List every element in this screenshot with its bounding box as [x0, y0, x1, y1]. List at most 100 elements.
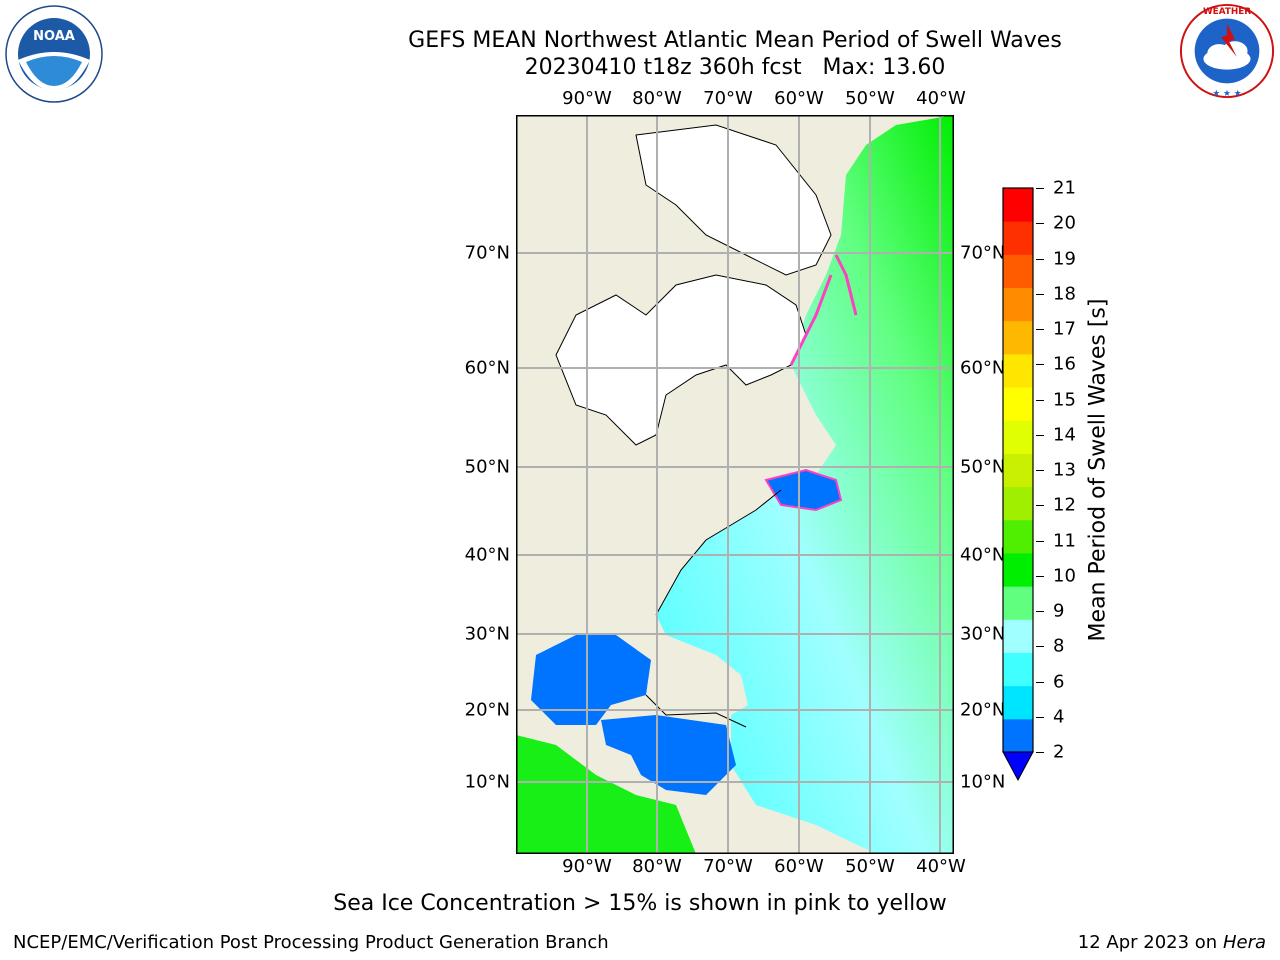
map-grid — [516, 115, 954, 854]
colorbar-tick-label: 2 — [1053, 741, 1065, 763]
colorbar-tick-mark — [1036, 470, 1044, 471]
lat-label-right-30n: 30°N — [960, 623, 1006, 645]
lat-label-right-10n: 10°N — [960, 771, 1006, 793]
lon-label-top-90w: 90°W — [562, 88, 612, 109]
footer-date: 12 Apr 2023 on Hera — [1078, 932, 1266, 953]
lon-label-bottom-90w: 90°W — [562, 856, 612, 877]
colorbar-label: Mean Period of Swell Waves [s] — [1085, 298, 1111, 642]
colorbar-tick-label: 10 — [1053, 565, 1076, 587]
colorbar-tick-mark — [1036, 611, 1044, 612]
colorbar-segment — [1003, 287, 1033, 322]
colorbar-segment — [1003, 685, 1033, 720]
lon-label-bottom-70w: 70°W — [703, 856, 753, 877]
lon-label-bottom-60w: 60°W — [774, 856, 824, 877]
colorbar-tick-mark — [1036, 293, 1044, 295]
svg-text:★ ★ ★: ★ ★ ★ — [1212, 89, 1241, 99]
baffin-ice — [635, 124, 832, 276]
colorbar-tick-mark — [1036, 752, 1044, 753]
colorbar-tick-mark — [1036, 540, 1044, 542]
ice-edge-greenland — [834, 254, 858, 316]
lon-label-top-60w: 60°W — [774, 88, 824, 109]
colorbar-segment — [1003, 652, 1033, 687]
chart-title: GEFS MEAN Northwest Atlantic Mean Period… — [408, 28, 1062, 53]
colorbar-tick-mark — [1036, 329, 1044, 330]
svg-text:WEATHER: WEATHER — [1203, 7, 1251, 17]
gulf-of-st-lawrence — [764, 468, 843, 512]
colorbar — [1002, 187, 1034, 782]
colorbar-tick-label: 8 — [1053, 635, 1065, 657]
footer-host: Hera — [1222, 932, 1266, 953]
gulf-of-mexico — [531, 635, 651, 725]
colorbar-tick-mark — [1036, 716, 1044, 718]
lat-label-left-30n: 30°N — [464, 623, 510, 645]
colorbar-under-arrow — [1002, 751, 1034, 782]
lat-label-right-60n: 60°N — [960, 357, 1006, 379]
footer-branch: NCEP/EMC/Verification Post Processing Pr… — [13, 932, 609, 953]
colorbar-segment — [1003, 188, 1033, 222]
pacific-swell-area — [516, 735, 696, 854]
colorbar-segment — [1003, 586, 1033, 620]
colorbar-tick-label: 13 — [1053, 459, 1076, 481]
noaa-logo-text: NOAA — [33, 29, 75, 44]
caribbean-sea — [601, 715, 736, 795]
colorbar-tick-label: 11 — [1053, 530, 1076, 551]
lat-label-left-50n: 50°N — [464, 456, 510, 478]
colorbar-tick-mark — [1036, 258, 1044, 260]
colorbar-segment — [1003, 353, 1033, 388]
colorbar-tick-label: 18 — [1053, 283, 1076, 305]
colorbar-tick-mark — [1036, 575, 1044, 577]
noaa-logo-icon: NOAA — [5, 5, 103, 103]
lat-label-left-60n: 60°N — [464, 357, 510, 379]
colorbar-tick-label: 15 — [1053, 389, 1076, 410]
lat-label-right-20n: 20°N — [960, 699, 1006, 721]
lat-label-right-40n: 40°N — [960, 544, 1006, 566]
footer-date-text: 12 Apr 2023 on — [1077, 932, 1223, 953]
colorbar-tick-mark — [1036, 505, 1044, 507]
sea-ice-note: Sea Ice Concentration > 15% is shown in … — [333, 891, 947, 916]
colorbar-tick-label: 14 — [1053, 424, 1076, 446]
colorbar-tick-mark — [1036, 681, 1044, 683]
colorbar-tick-label: 17 — [1053, 318, 1076, 340]
colorbar-tick-label: 20 — [1053, 212, 1076, 234]
colorbar-segment — [1003, 221, 1033, 255]
lat-label-left-20n: 20°N — [464, 699, 510, 721]
colorbar-tick-mark — [1036, 223, 1044, 225]
colorbar-tick-label: 19 — [1053, 248, 1076, 269]
lat-label-right-50n: 50°N — [960, 456, 1006, 478]
colorbar-segment — [1003, 552, 1033, 587]
colorbar-segment — [1003, 718, 1033, 753]
lat-label-right-70n: 70°N — [960, 242, 1006, 264]
colorbar-segment — [1003, 387, 1033, 421]
lon-label-bottom-40w: 40°W — [916, 856, 966, 877]
colorbar-segment — [1003, 320, 1033, 355]
lat-label-left-10n: 10°N — [464, 771, 510, 793]
hudson-bay-ice — [555, 274, 807, 446]
colorbar-tick-label: 9 — [1053, 600, 1065, 622]
colorbar-tick-label: 6 — [1053, 671, 1065, 692]
lat-label-left-70n: 70°N — [464, 242, 510, 264]
colorbar-segment — [1003, 453, 1033, 488]
nws-logo-icon: WEATHER ★ ★ ★ — [1179, 3, 1275, 99]
swell-period-map — [516, 115, 954, 854]
colorbar-segment — [1003, 519, 1033, 554]
colorbar-tick-mark — [1036, 646, 1044, 648]
chart-subtitle: 20230410 t18z 360h fcst Max: 13.60 — [524, 55, 946, 80]
colorbar-segment — [1003, 619, 1033, 653]
colorbar-tick-mark — [1036, 434, 1044, 436]
lon-label-top-80w: 80°W — [632, 88, 682, 109]
lat-label-left-40n: 40°N — [464, 544, 510, 566]
colorbar-segment — [1003, 486, 1033, 521]
colorbar-tick-label: 4 — [1053, 706, 1065, 728]
lon-label-top-40w: 40°W — [916, 88, 966, 109]
colorbar-tick-label: 16 — [1053, 353, 1076, 375]
colorbar-segment — [1003, 254, 1033, 289]
colorbar-tick-mark — [1036, 188, 1044, 189]
lon-label-top-70w: 70°W — [703, 88, 753, 109]
lon-label-bottom-80w: 80°W — [632, 856, 682, 877]
lon-label-top-50w: 50°W — [845, 88, 895, 109]
colorbar-tick-mark — [1036, 364, 1044, 366]
colorbar-tick-mark — [1036, 399, 1044, 401]
colorbar-tick-label: 21 — [1053, 177, 1076, 199]
colorbar-segment — [1003, 420, 1033, 454]
colorbar-tick-label: 12 — [1053, 494, 1076, 516]
